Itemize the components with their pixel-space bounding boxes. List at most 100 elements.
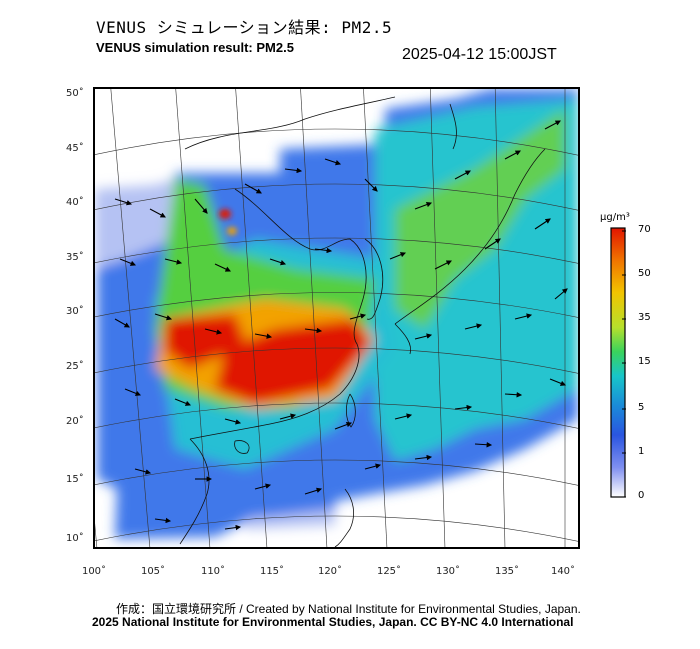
lon-label-105: 105˚	[140, 566, 166, 577]
wind-vector	[414, 201, 433, 210]
wind-vectors	[114, 120, 568, 531]
timestamp: 2025-04-12 15:00JST	[402, 46, 557, 63]
wind-vector	[434, 260, 452, 270]
wind-vector	[454, 404, 473, 411]
wind-vector	[254, 333, 273, 339]
wind-vector	[364, 463, 382, 470]
colorbar	[610, 227, 626, 498]
wind-vector	[164, 258, 183, 265]
wind-vector	[114, 198, 133, 206]
parallel-10	[95, 515, 578, 542]
wind-vector	[334, 421, 353, 430]
wind-vector	[464, 323, 483, 330]
field-very-low-north	[95, 179, 175, 269]
coastline-philippines	[334, 488, 355, 547]
wind-vector	[349, 313, 367, 320]
wind-vector	[544, 120, 561, 130]
wind-vector	[484, 238, 501, 250]
wind-vector	[549, 378, 567, 386]
wind-vector	[194, 198, 208, 214]
wind-vector	[254, 483, 272, 490]
wind-vector	[269, 258, 287, 266]
coastline-kyushu	[394, 323, 412, 355]
graticule	[95, 89, 578, 547]
wind-vector	[414, 454, 433, 461]
wind-vector	[364, 178, 378, 192]
map-panel	[93, 87, 580, 549]
lat-label-25: 25˚	[66, 361, 84, 372]
wind-vector	[314, 247, 333, 254]
meridian-100	[95, 523, 98, 547]
field-medium-east	[395, 109, 565, 329]
field-very-low-south	[245, 509, 335, 529]
title-jp: VENUS シミュレーション結果: PM2.5	[96, 18, 393, 37]
meridian-135	[494, 89, 506, 547]
wind-vector	[389, 252, 407, 260]
field-high-hotspot	[227, 227, 237, 235]
coastline-korea	[364, 238, 384, 320]
lat-label-30: 30˚	[66, 306, 84, 317]
coastlines	[179, 96, 546, 547]
parallel-25	[95, 347, 578, 374]
meridian-120	[300, 89, 328, 547]
colorbar-label-1: 1	[638, 446, 645, 457]
parallel-35	[95, 237, 578, 264]
colorbar-label-5: 5	[638, 402, 645, 413]
wind-vector	[154, 313, 173, 321]
wind-vector	[534, 218, 551, 230]
parallel-15	[95, 459, 578, 486]
wind-vector	[149, 208, 166, 218]
wind-vector	[324, 158, 342, 166]
wind-vector	[554, 288, 568, 300]
wind-vector	[214, 263, 231, 272]
parallel-45	[95, 128, 578, 156]
meridian-110	[175, 89, 211, 547]
lat-label-20: 20˚	[66, 416, 84, 427]
lon-label-125: 125˚	[376, 566, 402, 577]
lon-label-110: 110˚	[200, 566, 226, 577]
wind-vector	[284, 167, 303, 174]
coastline-japan	[394, 148, 546, 325]
coastline-north	[184, 96, 396, 150]
meridian-115	[235, 89, 268, 547]
wind-vector	[304, 327, 323, 334]
lon-label-120: 120˚	[317, 566, 343, 577]
colorbar-label-15: 15	[638, 356, 651, 367]
field-very-high-hotspot	[219, 209, 231, 219]
wind-vector	[119, 258, 137, 266]
wind-vector	[244, 183, 262, 194]
pm25-map	[95, 89, 578, 547]
field-very-high-east	[215, 319, 370, 404]
coastline-hainan	[234, 440, 250, 454]
parallel-30	[95, 292, 578, 318]
meridian-130	[430, 89, 446, 547]
wind-vector	[224, 524, 242, 531]
wind-vector	[154, 517, 172, 524]
lat-label-40: 40˚	[66, 197, 84, 208]
lon-label-135: 135˚	[494, 566, 520, 577]
wind-vector	[504, 150, 521, 160]
wind-vector	[414, 333, 433, 340]
wind-vector	[279, 413, 297, 420]
colorbar-label-0: 0	[638, 490, 645, 501]
wind-vector	[474, 441, 493, 448]
colorbar-label-70: 70	[638, 224, 651, 235]
wind-vector	[224, 418, 242, 425]
title-en: VENUS simulation result: PM2.5	[96, 40, 294, 55]
colorbar-unit: μg/m³	[600, 212, 630, 223]
concentration-field	[95, 89, 578, 539]
lat-label-10: 10˚	[66, 533, 84, 544]
wind-vector	[514, 313, 533, 320]
colorbar-label-50: 50	[638, 268, 651, 279]
wind-vector	[134, 468, 152, 475]
wind-vector	[304, 487, 323, 495]
lat-label-35: 35˚	[66, 252, 84, 263]
lon-label-140: 140˚	[550, 566, 576, 577]
wind-vector	[394, 413, 413, 420]
lat-label-45: 45˚	[66, 143, 84, 154]
parallel-20	[95, 402, 578, 429]
coastline-sakhalin	[449, 103, 457, 150]
wind-vector	[204, 328, 223, 335]
wind-vector	[174, 398, 192, 406]
colorbar-label-35: 35	[638, 312, 651, 323]
